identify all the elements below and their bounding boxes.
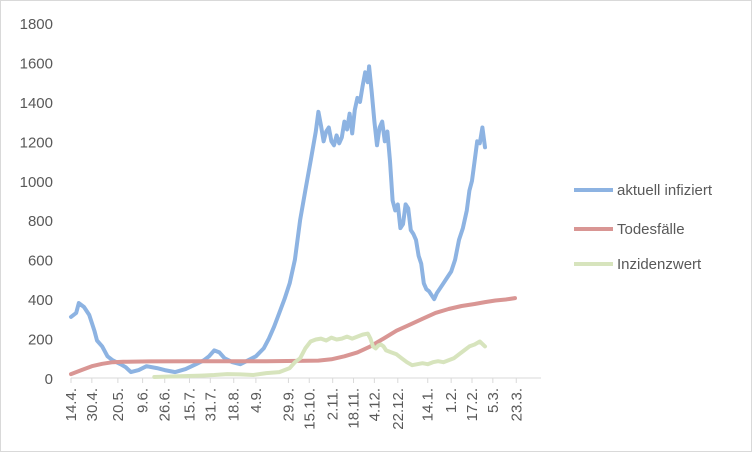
- y-tick-label: 1400: [20, 95, 53, 112]
- y-tick-label: 1000: [20, 174, 53, 191]
- legend-label: Inzidenzwert: [617, 256, 702, 273]
- x-tick-label: 18.8.: [226, 388, 243, 421]
- x-tick-label: 30.4.: [84, 388, 101, 421]
- x-tick-label: 14.1.: [420, 388, 437, 421]
- y-tick-label: 200: [28, 332, 53, 349]
- series-lines: [69, 64, 517, 379]
- legend-label: aktuell infiziert: [617, 182, 713, 199]
- x-tick-label: 15.10.: [301, 388, 318, 430]
- x-tick-label: 31.7.: [202, 388, 219, 421]
- series-line-2: [152, 331, 487, 379]
- x-axis: 14.4. 30.4. 20.5. 9.6. 26.6. 15.7. 31.7. 18.8. 4…: [63, 377, 541, 430]
- y-axis-ticks: 0 200 400 600 800 1000 1200 1400 1600 1800: [20, 16, 53, 388]
- x-tick-label: 29.9.: [280, 388, 297, 421]
- x-tick-label: 17.2.: [464, 388, 481, 421]
- y-tick-label: 1200: [20, 134, 53, 151]
- y-tick-label: 1800: [20, 16, 53, 33]
- x-tick-label: 20.5.: [110, 388, 127, 421]
- x-tick-label: 1.2.: [443, 388, 460, 413]
- series-line-1: [69, 296, 517, 377]
- legend: aktuell infiziert Todesfälle Inzidenzwert: [574, 182, 713, 273]
- legend-label: Todesfälle: [617, 221, 685, 238]
- x-tick-label: 4.9.: [248, 388, 265, 413]
- x-tick-label: 4.12.: [366, 388, 383, 421]
- x-tick-label: 23.3.: [508, 388, 525, 421]
- x-tick-label: 22.12.: [390, 388, 407, 430]
- y-tick-label: 0: [45, 371, 53, 388]
- x-tick-label: 26.6.: [157, 388, 174, 421]
- series-line-0: [69, 64, 487, 375]
- x-tick-label: 2.11.: [325, 388, 342, 420]
- x-tick-label: 15.7.: [181, 388, 198, 421]
- x-tick-label: 14.4.: [63, 388, 80, 421]
- y-tick-label: 800: [28, 213, 53, 230]
- y-tick-label: 400: [28, 292, 53, 309]
- y-tick-label: 600: [28, 253, 53, 270]
- x-tick-label: 9.6.: [135, 388, 152, 413]
- x-tick-label: 5.3.: [485, 388, 502, 413]
- y-tick-label: 1600: [20, 55, 53, 72]
- x-tick-label: 18.11.: [346, 388, 363, 429]
